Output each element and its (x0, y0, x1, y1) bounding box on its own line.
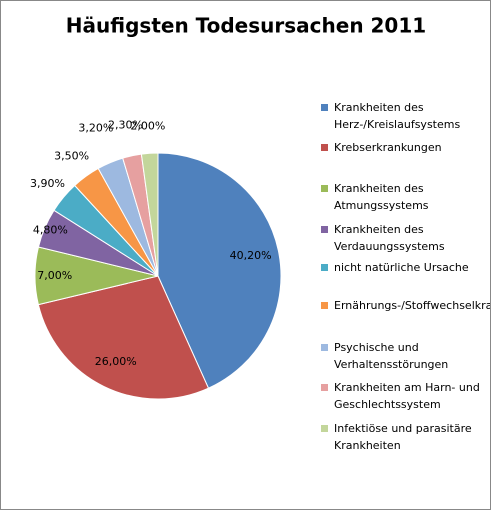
data-label: 2,30% (108, 119, 143, 132)
legend-swatch (321, 264, 328, 271)
legend-item: Psychische und Verhaltensstörungen (321, 339, 481, 373)
data-label: 3,90% (30, 177, 65, 190)
legend-swatch (321, 302, 328, 309)
pie-slice (37, 275, 210, 400)
pie-slice (140, 152, 159, 277)
legend-item: Krankheiten am Harn- und Geschlechtssyst… (321, 379, 481, 413)
legend-label: Psychische und Verhaltensstörungen (334, 341, 449, 371)
legend-item: Krankheiten des Atmungssystems (321, 180, 481, 214)
legend-label: Krankheiten des Verdauungssystems (334, 223, 445, 253)
data-label: 3,20% (78, 122, 113, 135)
legend-label: nicht natürliche Ursache (334, 261, 469, 274)
chart-title: Häufigsten Todesursachen 2011 (66, 14, 426, 38)
legend-swatch (321, 344, 328, 351)
legend-swatch (321, 104, 328, 111)
data-label: 3,50% (54, 149, 89, 162)
data-label: 2,00% (130, 119, 165, 132)
data-label: 7,00% (37, 269, 72, 282)
legend-label: Krankheiten am Harn- und Geschlechtssyst… (334, 381, 480, 411)
legend-swatch (321, 226, 328, 233)
legend-label: Krankheiten des Atmungssystems (334, 182, 429, 212)
legend-item: Ernährungs-/Stoffwechselkrankheiten (321, 297, 490, 314)
legend-label: Ernährungs-/Stoffwechselkrankheiten (334, 299, 490, 312)
legend-swatch (321, 384, 328, 391)
legend-item: Krankheiten des Verdauungssystems (321, 221, 481, 255)
pie-slice (157, 152, 282, 389)
data-label: 26,00% (95, 355, 137, 368)
data-label: 4,80% (33, 223, 68, 236)
data-label: 40,20% (230, 249, 272, 262)
legend-item: Krebserkrankungen (321, 139, 481, 156)
legend-label: Krebserkrankungen (334, 141, 442, 154)
legend-swatch (321, 425, 328, 432)
legend-item: Krankheiten des Herz-/Kreislaufsystems (321, 99, 481, 133)
legend-item: nicht natürliche Ursache (321, 259, 481, 276)
legend-item: Infektiöse und parasitäre Krankheiten (321, 420, 481, 454)
legend-swatch (321, 185, 328, 192)
legend-label: Infektiöse und parasitäre Krankheiten (334, 422, 472, 452)
legend-swatch (321, 144, 328, 151)
legend-label: Krankheiten des Herz-/Kreislaufsystems (334, 101, 461, 131)
